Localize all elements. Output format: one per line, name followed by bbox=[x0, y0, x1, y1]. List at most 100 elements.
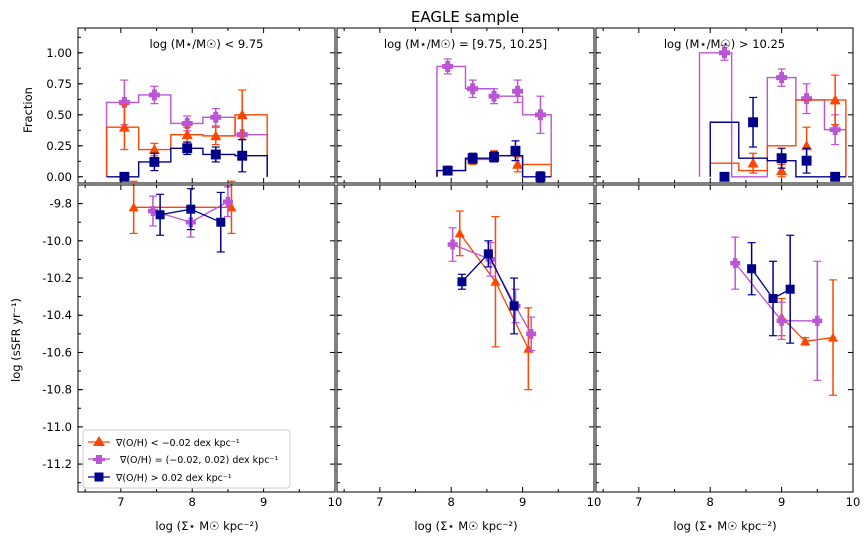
fraction-point-flat-3-3 bbox=[829, 124, 841, 136]
ssfr-point-pos-2-1 bbox=[483, 249, 493, 259]
ssfr-point-flat-3-0 bbox=[730, 258, 741, 269]
ssfr-series-neg-2 bbox=[454, 210, 534, 391]
fraction-y-label: Fraction bbox=[21, 87, 35, 133]
legend-label-neg: ∇(O/H) < −0.02 dex kpc⁻¹ bbox=[115, 438, 240, 449]
y-tick-label-ssfr-4: -10.6 bbox=[42, 345, 72, 359]
fraction-point-pos-1-0 bbox=[119, 171, 130, 182]
x-tick-label-0-1: 8 bbox=[189, 495, 196, 509]
ssfr-point-pos-1-1 bbox=[186, 204, 196, 214]
x-tick-label-2-1: 8 bbox=[707, 495, 714, 509]
x-tick-label-2-0: 7 bbox=[635, 495, 642, 509]
fraction-point-pos-3-2 bbox=[776, 153, 787, 164]
fraction-point-flat-3-2 bbox=[801, 93, 813, 105]
ssfr-point-neg-2-0 bbox=[454, 228, 465, 238]
ssfr-point-neg-1-0 bbox=[128, 202, 139, 212]
fraction-series-pos-3 bbox=[709, 96, 846, 182]
ssfr-series-pos-3 bbox=[747, 234, 795, 344]
fraction-series-neg-3 bbox=[709, 74, 847, 182]
ssfr-point-pos-3-1 bbox=[768, 293, 778, 303]
fraction-point-pos-1-2 bbox=[182, 143, 193, 154]
y-tick-label-ssfr-1: -10.0 bbox=[42, 234, 72, 248]
x-tick-label-0-3: 10 bbox=[328, 495, 343, 509]
fraction-point-pos-1-3 bbox=[210, 149, 221, 160]
fraction-point-pos-2-1 bbox=[467, 153, 478, 164]
legend-marker-square-icon bbox=[94, 472, 104, 482]
fraction-point-pos-3-4 bbox=[830, 171, 841, 182]
fraction-point-neg-3-4 bbox=[829, 94, 841, 105]
fraction-point-neg-1-0 bbox=[118, 121, 130, 132]
y-tick-label-frac-2: 0.50 bbox=[46, 108, 72, 122]
y-tick-label-ssfr-2: -10.2 bbox=[42, 271, 72, 285]
fraction-point-flat-1-0 bbox=[118, 96, 130, 108]
legend-entry-flat: ∇(O/H) = (−0.02, 0.02) dex kpc⁻¹ bbox=[88, 455, 278, 466]
y-tick-label-frac-3: 0.75 bbox=[46, 77, 72, 91]
fraction-point-pos-2-4 bbox=[535, 171, 546, 182]
fraction-frame-2 bbox=[336, 27, 595, 184]
x-tick-label-0-0: 7 bbox=[117, 495, 124, 509]
fraction-point-pos-3-3 bbox=[801, 155, 812, 166]
ssfr-point-pos-3-2 bbox=[785, 284, 795, 294]
fraction-point-neg-1-4 bbox=[236, 109, 248, 120]
ssfr-point-pos-3-0 bbox=[747, 264, 757, 274]
legend-marker-triangle-icon bbox=[93, 436, 105, 446]
ssfr-point-flat-2-3 bbox=[526, 328, 537, 339]
fraction-point-pos-2-3 bbox=[510, 145, 521, 156]
legend-entry-pos: ∇(O/H) > 0.02 dex kpc⁻¹ bbox=[88, 472, 232, 484]
fraction-frame-1 bbox=[77, 27, 336, 184]
fraction-point-flat-3-0 bbox=[719, 47, 731, 59]
fraction-panel-label-2: log (M⋆/M☉) = [9.75, 10.25] bbox=[384, 37, 547, 51]
fraction-point-neg-1-1 bbox=[148, 144, 160, 154]
x-tick-label-1-3: 10 bbox=[587, 495, 602, 509]
ssfr-point-neg-1-1 bbox=[226, 202, 237, 212]
fraction-point-flat-1-2 bbox=[181, 117, 193, 129]
y-tick-label-frac-0: 0.00 bbox=[46, 170, 72, 184]
ssfr-series-pos-1 bbox=[155, 188, 226, 253]
fraction-panel-2: log (M⋆/M☉) = [9.75, 10.25] bbox=[336, 27, 595, 184]
legend-marker-plus-icon bbox=[93, 455, 105, 464]
fraction-point-flat-1-1 bbox=[148, 89, 160, 101]
fraction-point-pos-1-1 bbox=[149, 156, 160, 167]
y-tick-label-frac-1: 0.25 bbox=[46, 139, 72, 153]
fraction-point-flat-2-3 bbox=[512, 85, 524, 97]
x-axis-label-col1: log (Σ⋆ M☉ kpc⁻²) bbox=[155, 519, 258, 533]
fraction-point-flat-3-1 bbox=[776, 72, 788, 84]
fraction-point-flat-2-0 bbox=[442, 60, 454, 72]
fraction-step-neg-3 bbox=[709, 99, 847, 177]
panel-grid: 0.00 0.25 0.50 0.75 1.00 log (M⋆/M☉) < 9.75 lo… bbox=[42, 27, 860, 509]
fraction-step-pos-3 bbox=[709, 121, 846, 178]
legend-entry-neg: ∇(O/H) < −0.02 dex kpc⁻¹ bbox=[88, 436, 240, 449]
ssfr-point-neg-2-1 bbox=[490, 276, 501, 286]
fraction-series-flat-3 bbox=[698, 44, 847, 178]
ssfr-line-neg-2 bbox=[459, 232, 529, 350]
ssfr-point-pos-1-0 bbox=[155, 210, 165, 220]
y-tick-label-ssfr-3: -10.4 bbox=[42, 308, 72, 322]
fraction-point-neg-1-3 bbox=[210, 130, 222, 141]
fraction-step-flat-3 bbox=[698, 52, 847, 178]
x-tick-label-1-0: 7 bbox=[376, 495, 383, 509]
ssfr-point-neg-3-2 bbox=[828, 332, 839, 342]
fraction-point-flat-2-2 bbox=[488, 90, 500, 102]
ssfr-panel-2: 7 8 9 10 bbox=[336, 184, 602, 509]
fraction-panel-3: log (M⋆/M☉) > 10.25 bbox=[595, 27, 854, 184]
legend-label-flat: ∇(O/H) = (−0.02, 0.02) dex kpc⁻¹ bbox=[119, 455, 278, 466]
ssfr-series-flat-1 bbox=[147, 186, 233, 238]
fraction-series-neg-1 bbox=[105, 89, 268, 177]
ssfr-series-flat-3 bbox=[730, 236, 823, 381]
fraction-point-pos-3-1 bbox=[748, 117, 759, 128]
ssfr-point-pos-2-0 bbox=[457, 277, 467, 287]
legend-label-pos: ∇(O/H) > 0.02 dex kpc⁻¹ bbox=[115, 473, 232, 484]
ssfr-series-pos-2 bbox=[457, 240, 519, 335]
ssfr-frame-2 bbox=[336, 184, 595, 493]
fraction-panel-1: 0.00 0.25 0.50 0.75 1.00 log (M⋆/M☉) < 9.75 bbox=[46, 27, 336, 184]
ssfr-frame-1 bbox=[77, 184, 336, 493]
ssfr-panel-3: 7 8 9 10 bbox=[595, 184, 860, 509]
legend-frame bbox=[82, 429, 291, 489]
fraction-point-flat-1-3 bbox=[210, 111, 222, 123]
x-tick-label-2-2: 9 bbox=[778, 495, 785, 509]
ssfr-panel-1: 7 8 9 10 -9.8 -10.0 -10.2 -10.4 -10.6 -10.8 -11.0 -… bbox=[42, 180, 343, 509]
x-axis-label-col2: log (Σ⋆ M☉ kpc⁻²) bbox=[414, 519, 517, 533]
fraction-series-pos-2 bbox=[436, 140, 552, 183]
fraction-frame-3 bbox=[595, 27, 854, 184]
fraction-point-pos-2-2 bbox=[489, 152, 500, 162]
y-tick-label-ssfr-6: -11.0 bbox=[42, 420, 72, 434]
